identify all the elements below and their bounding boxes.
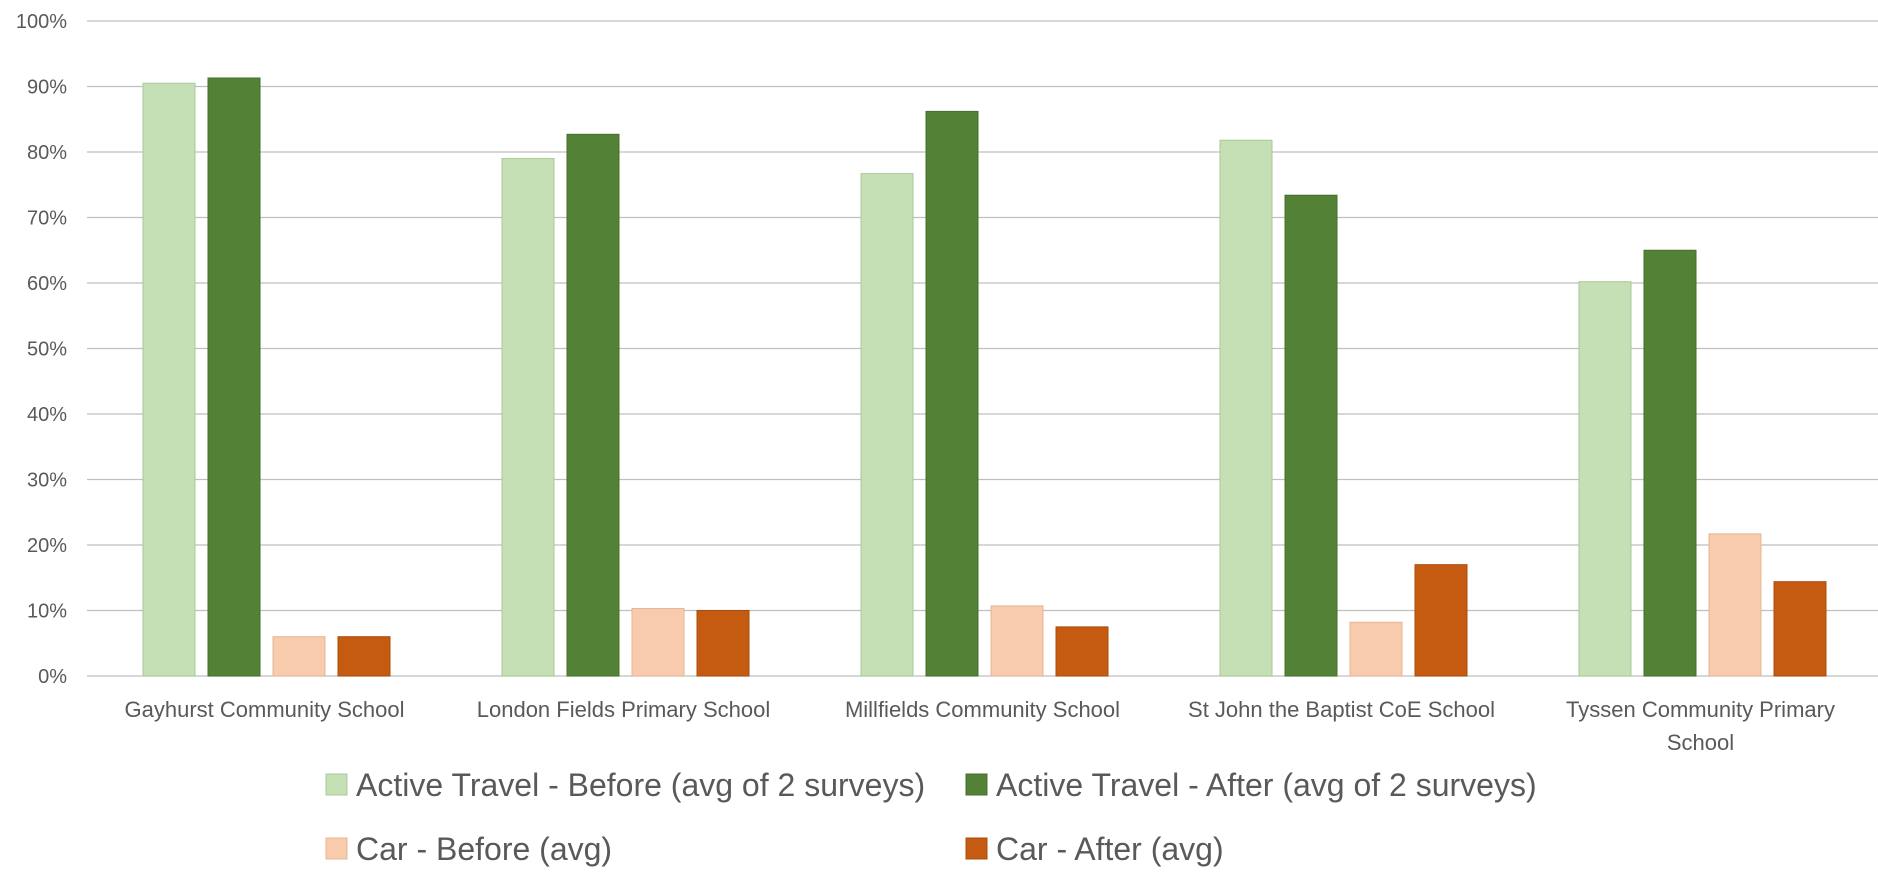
legend-swatch [965,773,988,796]
legend-swatch [965,837,988,860]
bar [1578,281,1632,677]
x-category-label: Gayhurst Community School [125,697,405,722]
bar [207,77,261,677]
legend-label: Car - After (avg) [996,831,1224,867]
y-tick-label: 90% [27,77,67,99]
legend-label: Active Travel - Before (avg of 2 surveys… [356,767,925,803]
x-category-label: London Fields Primary School [477,697,770,722]
bar [1708,533,1762,677]
bar [1219,139,1273,677]
bar [696,610,750,677]
legend-swatch [325,837,348,860]
y-tick-label: 50% [27,339,67,361]
bar [501,158,555,677]
bar [925,110,979,677]
y-tick-label: 60% [27,273,67,295]
y-tick-label: 10% [27,601,67,623]
bar [631,608,685,677]
y-tick-label: 0% [38,666,67,688]
gridlines [87,20,1878,677]
bars [142,77,1827,677]
bar [1773,581,1827,677]
legend: Active Travel - Before (avg of 2 surveys… [325,767,1537,867]
y-tick-label: 30% [27,470,67,492]
x-category-label: St John the Baptist CoE School [1188,697,1495,722]
bar [860,173,914,677]
bar [990,605,1044,677]
x-category-label: Millfields Community School [845,697,1120,722]
bar [566,133,620,677]
bar [142,82,196,677]
bar [1643,249,1697,677]
bar [1055,626,1109,677]
bar [272,636,326,677]
y-tick-label: 20% [27,535,67,557]
x-category-label: Tyssen Community Primary [1566,697,1835,722]
legend-swatch [325,773,348,796]
x-category-label: School [1667,730,1734,755]
bar [337,636,391,677]
bar [1349,621,1403,677]
y-tick-label: 100% [16,11,67,33]
y-tick-label: 80% [27,142,67,164]
legend-label: Car - Before (avg) [356,831,612,867]
y-axis-tick-labels: 0% 10% 20% 30% 40% 50% 60% 70% 80% 90% 100% [16,11,67,688]
legend-label: Active Travel - After (avg of 2 surveys) [996,767,1537,803]
y-tick-label: 40% [27,404,67,426]
y-tick-label: 70% [27,208,67,230]
bar [1414,564,1468,677]
x-axis-category-labels: Gayhurst Community School London Fields P… [125,697,1835,755]
bar [1284,194,1338,677]
